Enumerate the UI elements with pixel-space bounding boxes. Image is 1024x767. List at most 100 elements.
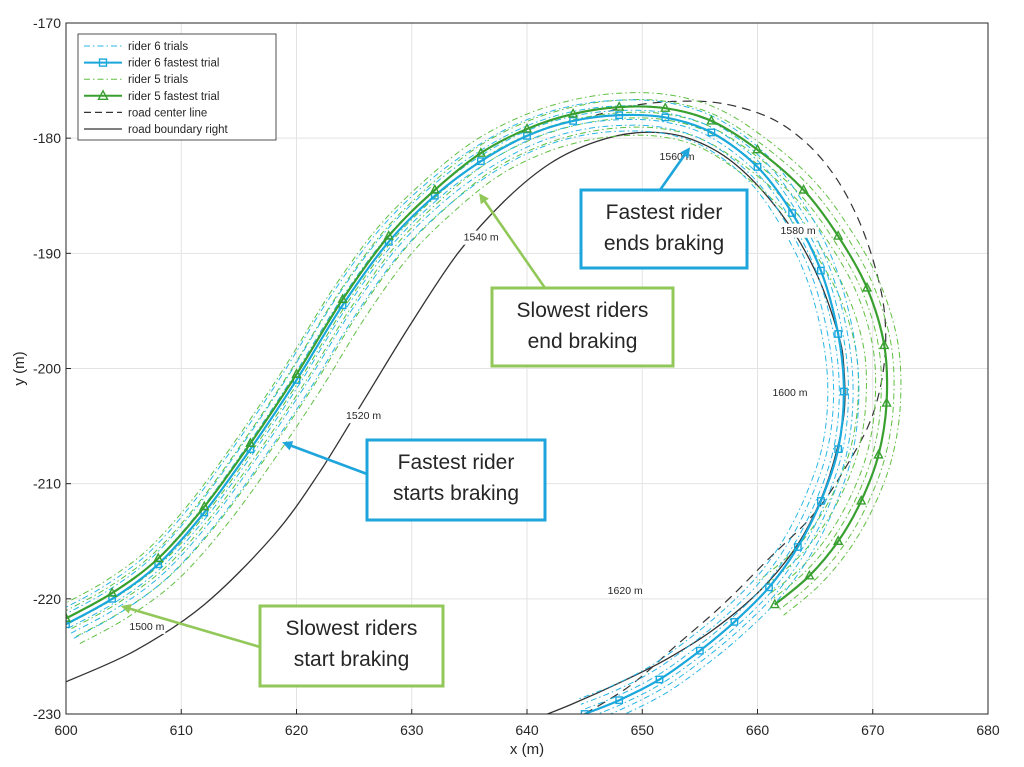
x-tick-label: 650 (631, 722, 655, 738)
rider5-fastest-marker (106, 587, 118, 597)
distance-marker-bg (605, 584, 644, 599)
rider5-trial-line (68, 111, 882, 624)
annotation-arrow (120, 604, 261, 649)
y-tick-label: -210 (33, 476, 61, 492)
rider5-fastest-marker (879, 339, 890, 350)
legend-label: rider 5 fastest trial (128, 91, 219, 103)
rider5-fastest-marker (881, 397, 892, 407)
distance-marker-bg (778, 223, 817, 238)
annotation-text: Slowest riders (517, 299, 649, 322)
rider6-fastest-marker (661, 113, 670, 122)
distance-marker-label: 1560 m (660, 151, 695, 163)
annotation-text: starts braking (393, 482, 519, 505)
rider6-fastest-marker (816, 266, 825, 275)
y-tick-label: -170 (33, 15, 61, 31)
rider5-trial-line (66, 99, 895, 612)
distance-marker-label: 1580 m (781, 225, 816, 237)
rider5-fastest-marker (383, 230, 394, 240)
annotation-text: Fastest rider (398, 451, 515, 474)
rider6-fastest-marker (834, 330, 843, 338)
rider5-fastest-marker (614, 101, 625, 111)
annotation-text: Slowest riders (286, 617, 418, 640)
rider5-fastest-marker (521, 122, 533, 133)
rider5-fastest-marker (873, 448, 884, 459)
annotation-box (490, 286, 675, 368)
legend-label: rider 6 fastest trial (128, 58, 219, 70)
x-axis-label: x (m) (510, 741, 544, 758)
rider5-fastest-marker (769, 598, 780, 609)
rider6-fastest-marker (523, 131, 531, 140)
x-tick-label: 600 (54, 722, 78, 738)
rider5-fastest-marker (833, 230, 844, 240)
annotations: Fastest rider ends braking Slowest riders e… (120, 147, 749, 688)
y-tick-label: -230 (33, 706, 61, 722)
rider6-fastest-marker (66, 620, 70, 629)
rider5-fastest-marker (706, 114, 717, 125)
x-tick-label: 630 (400, 722, 424, 738)
rider5-fastest-marker (429, 184, 440, 194)
rider6-fastest-marker (615, 111, 624, 120)
rider6-fastest-marker (615, 696, 624, 705)
rider6-trial-line (70, 124, 835, 705)
annotation-arrow (282, 441, 368, 476)
axis-ticks: 600 610 620 630 640 650 660 670 680 -170 -180 -190 -… (33, 15, 1000, 738)
rider6-fastest-marker (765, 583, 773, 592)
legend-label: rider 6 trials (128, 41, 188, 53)
legend-box (77, 33, 277, 141)
rider6-fastest-marker (477, 157, 485, 166)
rider5-fastest-marker (153, 552, 164, 563)
legend-label: road boundary right (128, 124, 229, 136)
x-tick-label: 680 (976, 722, 1000, 738)
rider5-fastest-line (66, 105, 889, 620)
distance-marker-label: 1520 m (346, 410, 381, 422)
rider6-fastest-marker (793, 543, 802, 551)
x-tick-label: 640 (515, 722, 539, 738)
rider5-fastest-marker (861, 281, 873, 292)
rider5-fastest-marker (833, 535, 844, 545)
legend-marker (97, 89, 109, 101)
rider5-trial-line (75, 126, 867, 638)
distance-marker-label: 1540 m (464, 232, 499, 244)
annotation-box (258, 604, 445, 688)
road-center-line (584, 100, 887, 714)
rider6-fastest-marker (695, 646, 704, 655)
rider6-trial-line (73, 130, 829, 700)
rider6-fastest-marker (730, 617, 739, 626)
annotation-text: end braking (528, 330, 638, 353)
rider5-fastest-marker (291, 368, 302, 378)
rider5-fastest-marker (199, 500, 210, 511)
rider6-fastest-marker (569, 116, 578, 125)
distance-marker-label: 1500 m (129, 621, 164, 633)
rider5-fastest-marker (475, 147, 487, 157)
x-tick-label: 620 (285, 722, 309, 738)
annotation-box (579, 188, 749, 270)
rider5-fastest-marker (856, 494, 867, 505)
rider6-fastest-marker (816, 497, 825, 505)
rider5-fastest-marker (804, 569, 815, 580)
rider6-fastest-marker (834, 445, 843, 454)
rider5-fastest-marker (66, 612, 72, 623)
rider5-fastest-marker (660, 102, 671, 112)
distance-marker-label: 1600 m (772, 387, 807, 399)
rider5-fastest-marker (337, 293, 348, 304)
rider5-fastest-marker (798, 184, 809, 194)
rider5-trial-line (71, 117, 877, 629)
y-tick-label: -200 (33, 361, 61, 377)
distance-marker-bg (127, 619, 166, 634)
rider6-fastest-marker (707, 128, 716, 137)
rider6-fastest-marker (788, 209, 796, 217)
annotation-text: start braking (294, 648, 410, 671)
rider5-trial-line (66, 92, 902, 616)
x-tick-label: 610 (170, 722, 194, 738)
distance-marker-bg (461, 230, 500, 245)
rider6-trial-line (66, 109, 850, 714)
annotation-box (365, 438, 547, 522)
annotation-text: Fastest rider (606, 201, 723, 224)
rider5-fastest-marker (752, 143, 763, 154)
plot-area: 1500 m 1520 m 1540 m 1560 m 1580 m 1600 m 1620… (66, 92, 902, 714)
legend-label: road center line (128, 107, 207, 119)
y-axis-label: y (m) (11, 351, 28, 385)
rider6-trial-line (66, 99, 860, 714)
y-tick-label: -190 (33, 245, 61, 261)
road-boundary-line (66, 131, 846, 714)
